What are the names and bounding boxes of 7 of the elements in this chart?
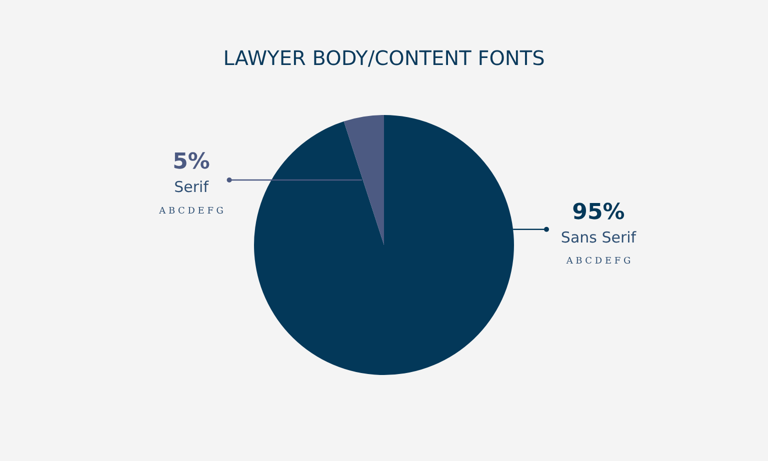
text: A B C D E F G <box>159 206 224 216</box>
data-label: 95% <box>572 200 625 226</box>
text: A B C D E F G <box>566 256 631 267</box>
chart-title: LAWYER BODY/CONTENT FONTS <box>223 46 545 70</box>
legend-label: Sans Serif <box>560 228 637 246</box>
slice-label: Serif <box>174 178 210 196</box>
data-label: 5% <box>172 150 210 175</box>
